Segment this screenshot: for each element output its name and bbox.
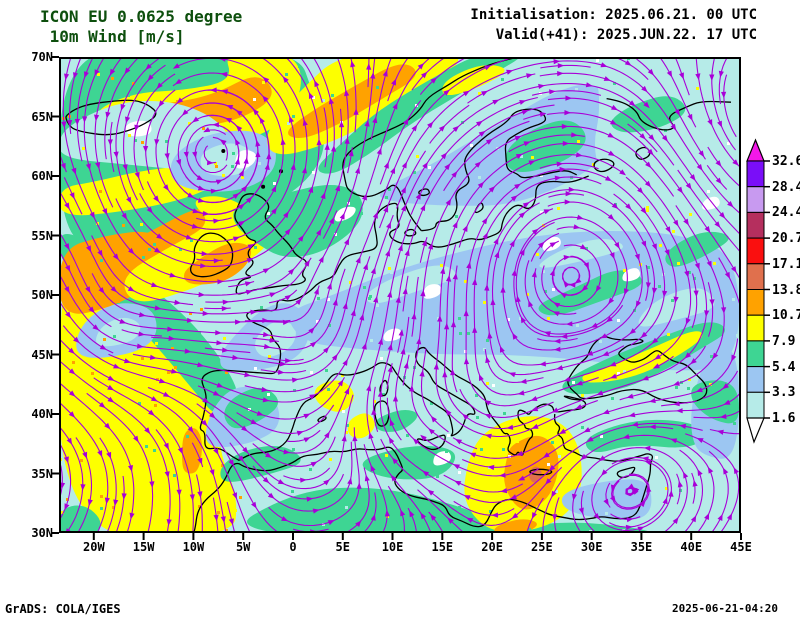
legend-segment (746, 366, 765, 393)
axis-ticks (51, 56, 742, 540)
lon-tick-label: 45E (730, 540, 752, 554)
wind-speed-region (125, 120, 152, 137)
legend-over-arrow (746, 138, 765, 162)
grads-credit: GrADS: COLA/IGES (5, 602, 121, 616)
coastline-lake-onega (635, 146, 651, 160)
lon-tick-label: 35E (630, 540, 653, 554)
lon-tick-label: 20W (83, 540, 105, 554)
legend-value-label: 28.4 (772, 179, 800, 195)
wind-speed-region (220, 445, 301, 482)
field-title: 10m Wind [m/s] (40, 27, 185, 46)
legend-value-label: 20.7 (772, 231, 800, 247)
wind-speed-region (429, 362, 468, 394)
lon-tick-label: 25E (531, 540, 553, 554)
lat-tick-label: 65N (31, 109, 53, 124)
wind-speed-region (585, 419, 706, 453)
color-legend (746, 138, 770, 444)
lon-tick-label: 10E (381, 540, 404, 554)
speckle-texture (59, 57, 741, 533)
legend-value-label: 13.8 (772, 282, 800, 298)
wind-speed-region (442, 65, 505, 96)
lat-tick-label: 45N (31, 347, 53, 362)
map-layers (59, 57, 741, 533)
legend-segment (746, 314, 765, 342)
wind-speed-region (494, 519, 537, 533)
wind-speed-region (611, 96, 686, 133)
lat-tick-label: 50N (31, 288, 53, 302)
legend-value-label: 17.1 (772, 256, 800, 272)
legend-segment (746, 186, 765, 213)
wind-speed-region (224, 387, 279, 429)
lat-tick-label: 60N (31, 169, 53, 183)
lon-tick-label: 5E (335, 540, 350, 554)
wind-speed-region (183, 242, 252, 285)
lon-tick-label: 5W (235, 540, 251, 554)
lon-tick-label: 15E (431, 540, 454, 554)
coastline-ireland (189, 232, 234, 278)
legend-under-arrow (746, 417, 765, 444)
wind-speed-region (383, 328, 402, 342)
legend-value-label: 24.4 (772, 205, 800, 221)
wind-speed-region (595, 57, 741, 209)
legend-segment (746, 211, 765, 239)
legend-segment (746, 237, 765, 265)
coastline-anatolia-levant-africa-coast (193, 413, 654, 533)
wind-speed-region (182, 428, 202, 474)
initialisation-time: Initialisation: 2025.06.21. 00 UTC (470, 7, 757, 23)
coastline-lake-vanern (418, 188, 430, 197)
lon-tick-label: 40E (680, 540, 703, 554)
legend-segment (746, 289, 765, 316)
creation-timestamp: 2025-06-21-04:20 (672, 602, 778, 615)
legend-segment (746, 160, 765, 188)
legend-value-label: 32.6 (772, 154, 800, 169)
wind-speed-region (366, 265, 456, 304)
lat-tick-label: 40N (31, 407, 53, 421)
wind-speed-region (582, 331, 703, 383)
model-title: ICON EU 0.0625 degree (40, 7, 243, 26)
legend-value-label: 1.6 (772, 411, 796, 426)
lat-tick-label: 30N (31, 526, 53, 540)
coastline-mediterranean-north-coast (238, 346, 587, 461)
coastline-mallorca (317, 415, 327, 423)
lon-tick-label: 0 (289, 540, 297, 554)
legend-segment (746, 263, 765, 291)
wind-speed-region (59, 505, 101, 533)
coastline-white-sea (606, 97, 732, 131)
coastline-sardinia (373, 400, 390, 427)
wind-speed-region (374, 410, 418, 432)
island-faroe-islands (221, 149, 226, 153)
lon-tick-label: 30E (580, 540, 603, 554)
legend-value-label: 10.7 (772, 308, 800, 324)
valid-time: Valid(+41): 2025.JUN.22. 17 UTC (495, 27, 757, 43)
lat-tick-label: 55N (31, 228, 53, 243)
wind-speed-region (665, 231, 729, 267)
wind-speed-region (538, 270, 643, 316)
wind-speed-region (247, 487, 654, 533)
lat-tick-label: 35N (31, 466, 53, 481)
wind-speed-region (96, 317, 141, 347)
map-frame (59, 57, 741, 533)
wind-speed-region (124, 196, 270, 302)
wind-map (51, 56, 742, 540)
lat-tick-label: 70N (31, 50, 53, 64)
legend-segment (746, 391, 765, 419)
legend-value-label: 5.4 (772, 359, 796, 375)
lon-tick-label: 15W (132, 540, 155, 554)
lon-tick-label: 10W (182, 540, 205, 554)
coastline-crete (529, 468, 553, 476)
legend-value-label: 7.9 (772, 333, 796, 349)
legend-value-label: 3.3 (772, 385, 796, 401)
wind-speed-region (235, 150, 257, 169)
island-orkney (261, 184, 266, 189)
legend-segment (746, 340, 765, 368)
wind-speed-region (691, 380, 739, 424)
lon-tick-label: 20E (481, 540, 503, 554)
wind-speed-region (423, 284, 442, 299)
